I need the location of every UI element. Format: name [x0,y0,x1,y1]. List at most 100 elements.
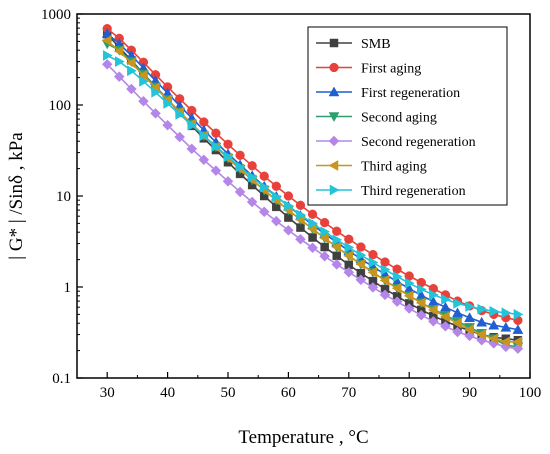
data-point [139,75,149,87]
y-tick-label: 0.1 [52,371,71,387]
data-point [186,143,198,155]
data-point [403,303,415,314]
data-point [163,98,174,109]
data-point [101,58,113,70]
legend-marker [329,62,339,73]
data-point [380,264,391,276]
data-point [320,226,331,238]
data-point [332,251,341,261]
data-point [137,69,148,81]
data-point [452,317,462,329]
legend-marker [328,160,339,171]
x-axis: 30 40 50 60 70 80 90 100 [76,372,541,401]
data-point [379,275,390,286]
y-tick-label: 10 [56,189,71,205]
data-point [452,326,463,338]
data-point [332,234,343,246]
legend-item: Third regeneration [316,184,466,199]
data-point [295,233,306,245]
y-axis: 0.1 1 10 100 1000 [41,7,83,387]
data-point [391,282,402,294]
data-point [513,308,524,320]
data-point [415,297,426,309]
data-point [464,312,476,322]
data-point [320,242,329,252]
x-tick-label: 90 [462,385,477,401]
data-point [246,196,258,208]
data-point [417,284,427,295]
data-point [367,266,378,278]
data-point [308,233,317,242]
data-point [308,217,319,229]
data-point [331,259,343,270]
data-point [115,56,125,68]
data-point [102,50,113,61]
data-point [125,57,136,69]
legend-item: SMB [316,37,391,52]
data-point [222,175,234,187]
data-point [235,161,246,173]
data-point [415,309,427,321]
data-point [127,65,137,77]
data-point [453,297,464,309]
legend-label: First regeneration [361,86,460,101]
legend-item: First regeneration [316,86,460,101]
data-point [284,200,294,212]
data-point [126,83,137,95]
data-point [488,333,499,345]
x-tick-label: 80 [402,385,417,401]
y-tick-label: 1000 [41,7,71,23]
data-point [355,274,367,286]
data-point [512,336,523,348]
data-point [356,249,367,261]
legend-marker [328,112,340,123]
data-point [477,303,488,315]
x-tick-label: 60 [281,385,296,401]
data-point [500,336,511,348]
legend-label: Third aging [361,160,427,175]
series-third-regeneration [102,50,524,320]
data-point [500,321,512,332]
data-point [380,257,390,267]
data-point [512,324,524,334]
data-point [198,154,210,166]
plot-series [101,24,524,355]
data-point [392,271,403,283]
data-point [319,250,330,262]
data-point [319,217,330,228]
data-point [150,107,161,119]
data-point [283,224,294,236]
legend-item: Second regeneration [316,135,476,150]
data-point [488,319,500,330]
legend-marker [329,38,339,48]
data-point [429,289,439,301]
data-point [295,200,306,210]
data-point [283,191,294,201]
data-point [211,141,222,152]
legend-marker [329,184,340,196]
data-point [258,206,270,218]
data-point [162,119,173,131]
data-point [501,307,512,319]
data-point [452,307,463,318]
data-point [174,131,186,143]
data-point [296,209,306,221]
data-point [404,277,415,289]
legend-label: First aging [361,62,421,77]
legend-label: Second aging [361,111,437,126]
data-point [331,241,341,253]
data-point [101,35,112,47]
data-point [343,250,354,262]
data-point [356,242,366,252]
data-point [439,311,450,323]
data-point [440,320,451,332]
data-point [101,28,113,38]
data-point [199,130,210,142]
data-point [113,45,124,57]
legend-marker [328,86,340,97]
y-tick-label: 100 [49,98,72,114]
data-point [187,119,198,131]
legend-item: Second aging [316,111,437,126]
data-point [259,171,269,181]
